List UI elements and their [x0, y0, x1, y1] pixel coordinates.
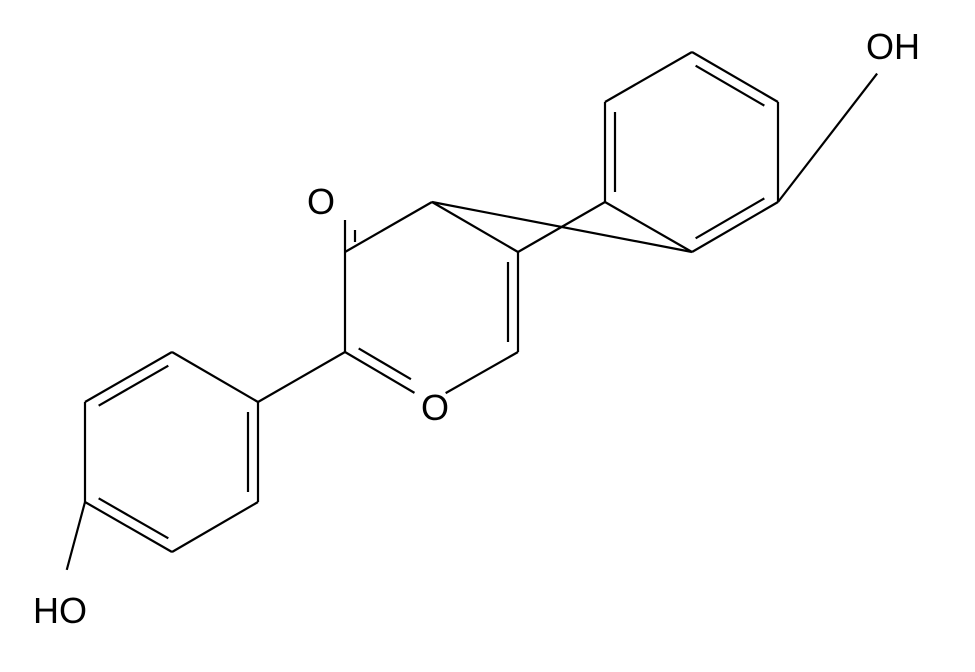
atom-label: HO [33, 590, 87, 631]
atom-label: O [421, 387, 449, 428]
atom-label: OH [866, 26, 920, 67]
atom-label: O [307, 181, 335, 222]
molecule-diagram: O O HO OH [0, 0, 975, 672]
